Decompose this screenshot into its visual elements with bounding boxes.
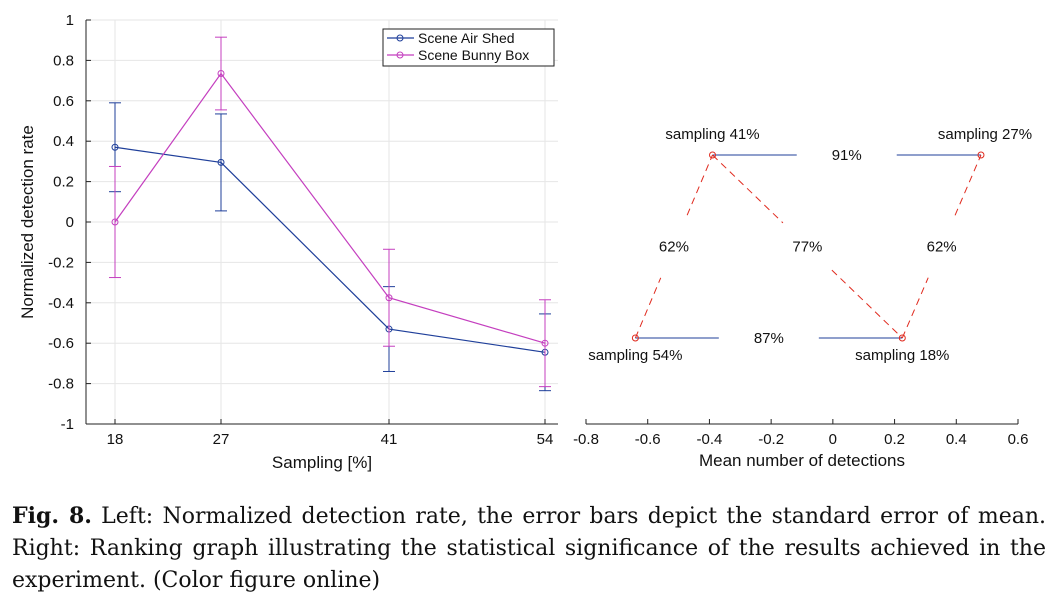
legend-box xyxy=(382,28,555,67)
y-tick-label: 0.6 xyxy=(53,93,74,110)
data-point xyxy=(217,158,225,166)
data-point xyxy=(111,143,119,151)
node-label: sampling 27% xyxy=(938,126,1032,143)
series-line xyxy=(114,72,546,344)
edge-line xyxy=(712,154,784,224)
edge-line xyxy=(954,154,982,216)
x-tick-label: 0.2 xyxy=(884,431,905,448)
x-tick-label: 0 xyxy=(829,431,837,448)
edge-line xyxy=(901,277,929,339)
y-tick-label: 0 xyxy=(66,214,74,231)
figure-caption: Fig. 8. Left: Normalized detection rate,… xyxy=(12,500,1046,597)
x-tick-label: -0.8 xyxy=(573,431,599,448)
edge-line xyxy=(831,269,903,339)
y-tick-label: -1 xyxy=(61,416,74,433)
legend-entry: Scene Air Shed xyxy=(418,30,515,46)
node-label: sampling 41% xyxy=(665,126,759,143)
x-tick-label: 0.4 xyxy=(946,431,967,448)
y-tick-label: 0.2 xyxy=(53,174,74,191)
caption-label: Fig. 8. xyxy=(12,503,92,529)
edge-0: 91% xyxy=(712,147,981,164)
y-tick-label: -0.4 xyxy=(48,295,74,312)
legend-swatch-marker xyxy=(396,51,404,59)
y-tick-label: 1 xyxy=(66,12,74,29)
node-label: sampling 54% xyxy=(588,347,682,364)
caption-text: Left: Normalized detection rate, the err… xyxy=(12,504,1046,593)
graph-node xyxy=(977,151,985,159)
left-line-chart: -1 -0.8 -0.6 -0.4 -0.2 0 0.2 0.4 0.6 0.8 1 18 27 41 54… xyxy=(18,12,558,472)
data-point xyxy=(541,339,549,347)
edge-label: 87% xyxy=(754,330,784,347)
x-tick-label: -0.4 xyxy=(696,431,722,448)
edge-line xyxy=(686,154,713,216)
legend-swatch-marker xyxy=(396,34,404,42)
x-tick-label: 18 xyxy=(107,431,124,448)
y-tick-label: 0.4 xyxy=(53,133,74,150)
graph-node xyxy=(631,334,639,342)
series-line xyxy=(114,146,546,353)
x-tick-label: 0.6 xyxy=(1008,431,1029,448)
series-0 xyxy=(109,102,551,392)
x-tick-label: -0.6 xyxy=(635,431,661,448)
edge-label: 62% xyxy=(927,239,957,256)
x-tick-label: 54 xyxy=(537,431,554,448)
y-tick-label: -0.6 xyxy=(48,335,74,352)
figure: -1 -0.8 -0.6 -0.4 -0.2 0 0.2 0.4 0.6 0.8 1 18 27 41 54… xyxy=(18,12,1032,472)
edge-label: 91% xyxy=(832,147,862,164)
data-point xyxy=(111,218,119,226)
x-axis-title: Mean number of detections xyxy=(699,451,905,470)
x-tick-label: 27 xyxy=(213,431,230,448)
data-point xyxy=(385,294,393,302)
edge-line xyxy=(634,277,662,339)
graph-node xyxy=(898,334,906,342)
y-tick-label: -0.8 xyxy=(48,376,74,393)
right-ranking-graph: -0.8 -0.6 -0.4 -0.2 0 0.2 0.4 0.6 Mean number of… xyxy=(573,126,1032,470)
graph-node xyxy=(709,151,717,159)
series-1 xyxy=(109,36,551,388)
y-tick-label: 0.8 xyxy=(53,52,74,69)
edge-label: 77% xyxy=(792,239,822,256)
y-tick-label: -0.2 xyxy=(48,254,74,271)
node-label: sampling 18% xyxy=(855,347,949,364)
x-tick-label: -0.2 xyxy=(758,431,784,448)
x-tick-label: 41 xyxy=(381,431,398,448)
data-point xyxy=(217,70,225,78)
edge-1: 87% xyxy=(635,330,903,347)
legend-entry: Scene Bunny Box xyxy=(418,47,529,63)
edge-3: 77% xyxy=(712,154,903,339)
edge-4: 62% xyxy=(901,154,982,339)
y-axis-title: Normalized detection rate xyxy=(18,125,37,319)
edge-2: 62% xyxy=(634,154,713,339)
edge-label: 62% xyxy=(659,239,689,256)
x-axis-title: Sampling [%] xyxy=(272,453,372,472)
